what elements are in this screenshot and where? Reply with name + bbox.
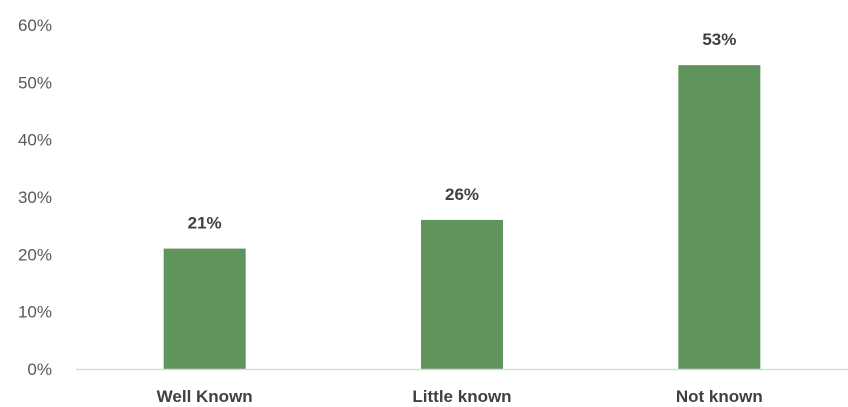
x-axis-category-labels: Well Known Little known Not known [157,387,763,406]
bar [421,219,503,369]
x-category-label: Little known [412,387,511,406]
y-tick-label: 40% [18,131,52,150]
bar-series [163,65,761,369]
x-category-label: Well Known [157,387,253,406]
data-labels: 21% 26% 53% [188,30,737,232]
bar [163,248,246,369]
y-tick-label: 30% [18,188,52,207]
bar [678,65,761,369]
y-tick-label: 20% [18,245,52,264]
data-label: 53% [702,30,736,49]
x-category-label: Not known [676,387,763,406]
y-tick-label: 60% [18,16,52,35]
y-tick-label: 50% [18,73,52,92]
y-tick-label: 0% [27,360,52,379]
data-label: 21% [188,214,222,233]
y-axis-tick-labels: 0% 10% 20% 30% 40% 50% 60% [18,16,52,379]
y-tick-label: 10% [18,303,52,322]
data-label: 26% [445,185,479,204]
